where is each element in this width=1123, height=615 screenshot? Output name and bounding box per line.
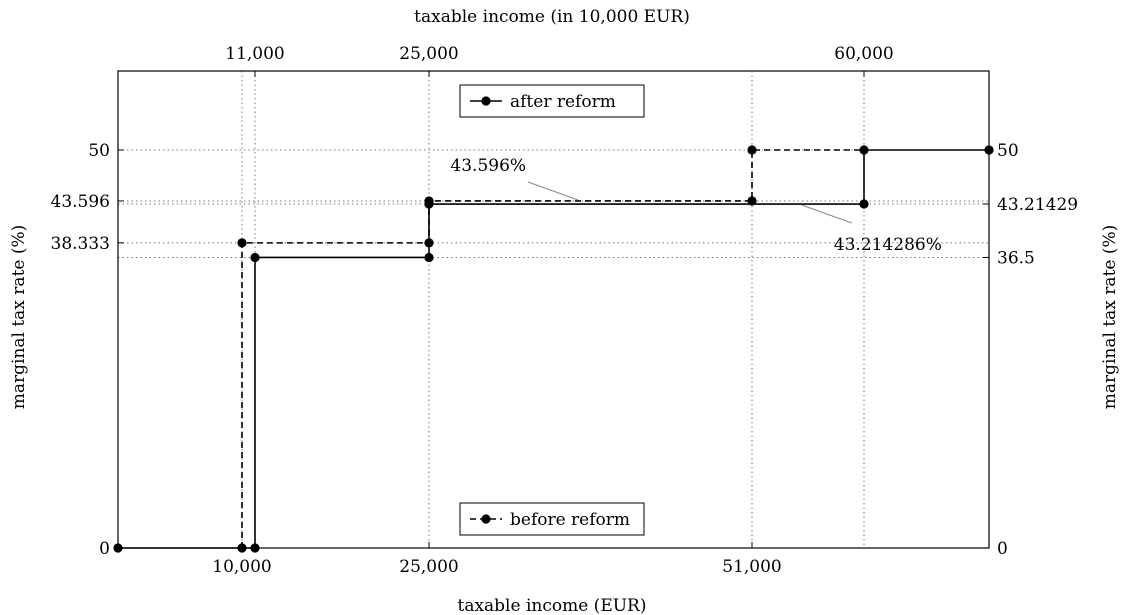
legend-marker-sample — [481, 96, 491, 106]
x-tick-label-bottom: 10,000 — [212, 557, 271, 577]
x-axis-label-bottom: taxable income (EUR) — [457, 596, 646, 615]
series-line-after-reform — [118, 149, 989, 549]
y-tick-label-right: 36.5 — [997, 248, 1035, 268]
marker-before-reform — [747, 196, 757, 206]
y-tick-label-left: 43.596 — [51, 192, 110, 212]
annotations: 43.596% 43.214286% — [450, 156, 941, 255]
marker-before-reform — [424, 238, 434, 248]
axis-ticks: 10,000 25,000 51,000 11,000 25,000 60,000 0 38.… — [51, 44, 1079, 577]
y-tick-label-left: 0 — [99, 539, 110, 559]
marker-before-reform — [747, 145, 757, 155]
x-tick-label-top: 60,000 — [834, 44, 893, 64]
x-tick-label-top: 25,000 — [399, 44, 458, 64]
y-tick-label-right: 0 — [997, 539, 1008, 559]
x-tick-label-top: 11,000 — [225, 44, 284, 64]
x-tick-label-bottom: 25,000 — [399, 557, 458, 577]
x-tick-label-bottom: 51,000 — [722, 557, 781, 577]
legends: after reform before reform — [459, 84, 645, 536]
legend-after-reform: after reform — [459, 84, 645, 118]
plot-frame — [117, 70, 990, 549]
legend-marker-sample — [481, 514, 491, 524]
legend-before-reform: before reform — [459, 502, 645, 536]
marker-after-reform — [984, 145, 994, 155]
marker-after-reform — [424, 252, 434, 263]
marker-before-reform — [237, 238, 247, 248]
annotation-leader — [801, 204, 852, 224]
grid-lines — [118, 71, 989, 548]
y-tick-label-right: 50 — [997, 141, 1019, 161]
marker-after-reform — [250, 252, 260, 263]
series-markers — [113, 145, 994, 553]
marker-after-reform — [859, 145, 869, 155]
series-lines — [118, 149, 989, 549]
y-tick-label-left: 50 — [88, 141, 110, 161]
annotation-label: 43.214286% — [834, 235, 942, 255]
legend-label: before reform — [510, 510, 630, 530]
y-axis-label-right: marginal tax rate (%) — [1100, 225, 1120, 410]
marker-after-reform — [113, 543, 123, 553]
y-axis-label-left: marginal tax rate (%) — [9, 225, 29, 410]
annotation-leader — [527, 181, 579, 201]
series-line-before-reform — [241, 149, 864, 548]
marker-after-reform — [859, 199, 869, 209]
marker-before-reform — [424, 196, 434, 206]
annotation-label: 43.596% — [450, 156, 526, 176]
x-axis-label-top: taxable income (in 10,000 EUR) — [414, 7, 690, 27]
y-tick-label-left: 38.333 — [51, 234, 110, 254]
marker-after-reform — [250, 543, 260, 553]
marker-before-reform — [237, 543, 247, 553]
legend-label: after reform — [510, 92, 616, 112]
y-tick-label-right: 43.21429 — [997, 195, 1078, 215]
